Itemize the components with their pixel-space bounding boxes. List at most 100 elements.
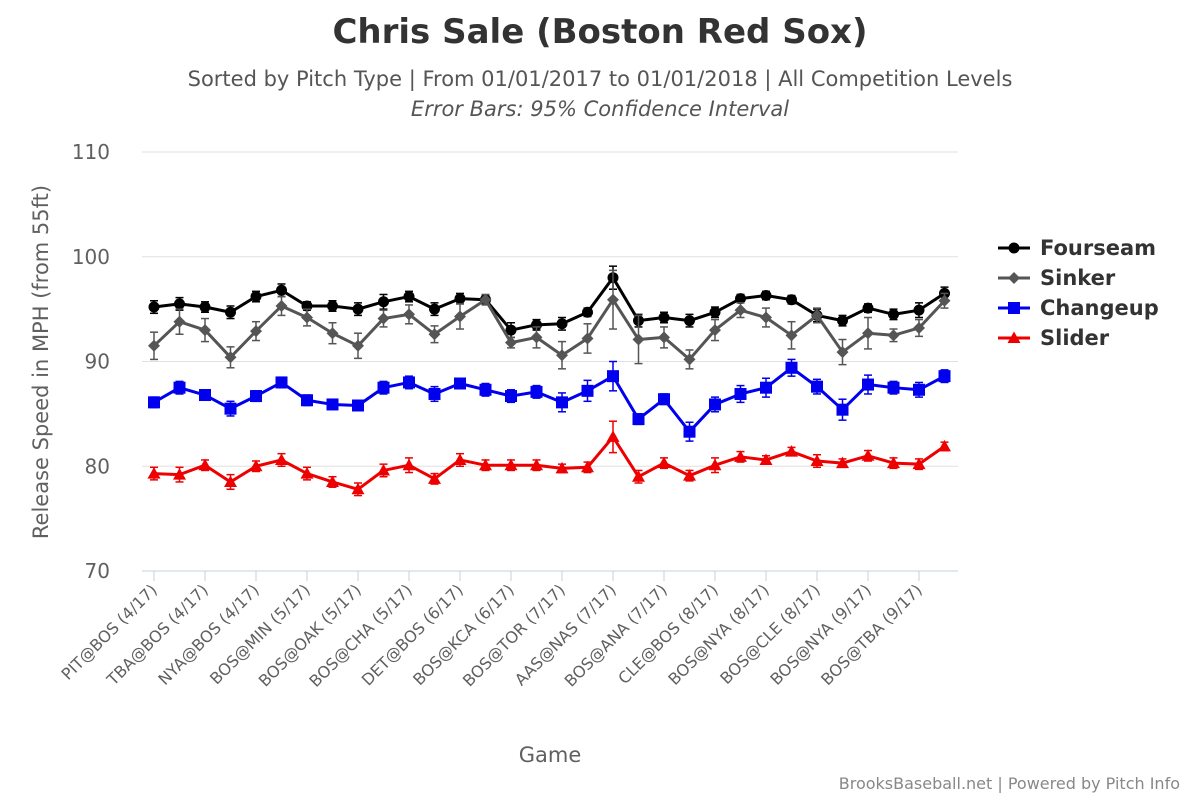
data-point[interactable] bbox=[581, 384, 594, 397]
data-point[interactable] bbox=[378, 296, 389, 308]
data-point[interactable] bbox=[658, 331, 670, 344]
data-point[interactable] bbox=[504, 458, 518, 471]
data-point[interactable] bbox=[912, 457, 926, 470]
data-point[interactable] bbox=[811, 380, 823, 393]
data-point[interactable] bbox=[173, 468, 186, 480]
data-point[interactable] bbox=[198, 458, 212, 471]
data-point[interactable] bbox=[734, 304, 747, 317]
data-point[interactable] bbox=[148, 339, 160, 352]
data-point[interactable] bbox=[173, 381, 186, 394]
data-point[interactable] bbox=[199, 324, 211, 337]
series-line[interactable] bbox=[153, 435, 946, 491]
data-point[interactable] bbox=[300, 467, 314, 479]
legend-item-slider[interactable]: Slider bbox=[998, 326, 1110, 350]
data-point[interactable] bbox=[428, 387, 441, 400]
data-point[interactable] bbox=[403, 308, 415, 321]
data-point[interactable] bbox=[505, 336, 517, 349]
data-point[interactable] bbox=[249, 459, 263, 472]
data-point[interactable] bbox=[275, 299, 288, 312]
data-point[interactable] bbox=[632, 413, 645, 426]
data-point[interactable] bbox=[786, 294, 797, 306]
data-point[interactable] bbox=[428, 328, 441, 341]
data-point[interactable] bbox=[148, 301, 160, 313]
data-point[interactable] bbox=[505, 324, 517, 336]
data-point[interactable] bbox=[148, 396, 160, 409]
data-point[interactable] bbox=[174, 298, 185, 310]
data-point[interactable] bbox=[734, 450, 747, 462]
legend-marker[interactable] bbox=[1008, 242, 1020, 254]
data-point[interactable] bbox=[913, 383, 925, 396]
data-point[interactable] bbox=[199, 301, 211, 313]
data-point[interactable] bbox=[708, 458, 722, 471]
data-point[interactable] bbox=[607, 370, 619, 383]
data-point[interactable] bbox=[683, 353, 696, 366]
data-point[interactable] bbox=[555, 461, 569, 474]
legend-item-changeup[interactable]: Changeup bbox=[998, 296, 1159, 320]
data-point[interactable] bbox=[888, 308, 899, 320]
data-point[interactable] bbox=[810, 454, 824, 467]
data-point[interactable] bbox=[556, 318, 568, 330]
data-point[interactable] bbox=[581, 332, 594, 345]
legend-item-fourseam[interactable]: Fourseam bbox=[998, 236, 1156, 260]
data-point[interactable] bbox=[454, 310, 466, 323]
data-point[interactable] bbox=[734, 387, 747, 400]
data-point[interactable] bbox=[352, 339, 364, 352]
data-point[interactable] bbox=[683, 425, 696, 438]
data-point[interactable] bbox=[684, 315, 695, 327]
data-point[interactable] bbox=[760, 311, 772, 324]
data-point[interactable] bbox=[403, 291, 415, 303]
data-point[interactable] bbox=[147, 467, 161, 479]
credits[interactable]: BrooksBaseball.net | Powered by Pitch In… bbox=[838, 774, 1180, 793]
data-point[interactable] bbox=[352, 303, 364, 315]
data-point[interactable] bbox=[861, 449, 875, 461]
data-point[interactable] bbox=[938, 370, 951, 383]
data-point[interactable] bbox=[607, 293, 619, 306]
data-point[interactable] bbox=[658, 393, 670, 406]
data-point[interactable] bbox=[301, 394, 313, 407]
data-point[interactable] bbox=[224, 402, 237, 415]
data-point[interactable] bbox=[326, 327, 339, 340]
data-point[interactable] bbox=[862, 378, 874, 391]
data-point[interactable] bbox=[326, 475, 339, 487]
data-point[interactable] bbox=[709, 398, 721, 411]
data-point[interactable] bbox=[351, 482, 365, 495]
data-point[interactable] bbox=[479, 458, 492, 471]
data-point[interactable] bbox=[403, 376, 415, 389]
data-point[interactable] bbox=[938, 294, 951, 307]
series-line[interactable] bbox=[152, 298, 946, 361]
data-point[interactable] bbox=[683, 469, 696, 481]
data-point[interactable] bbox=[250, 291, 262, 303]
data-point[interactable] bbox=[275, 376, 288, 389]
data-point[interactable] bbox=[836, 456, 849, 469]
data-point[interactable] bbox=[632, 333, 645, 346]
series-line[interactable] bbox=[153, 276, 946, 332]
data-point[interactable] bbox=[402, 458, 416, 471]
data-point[interactable] bbox=[658, 312, 670, 324]
series-line[interactable] bbox=[153, 366, 946, 434]
data-point[interactable] bbox=[352, 399, 364, 412]
data-point[interactable] bbox=[327, 300, 338, 312]
data-point[interactable] bbox=[530, 331, 543, 344]
data-point[interactable] bbox=[760, 381, 772, 394]
data-point[interactable] bbox=[785, 361, 798, 374]
legend-marker[interactable] bbox=[1007, 331, 1021, 344]
data-point[interactable] bbox=[454, 293, 466, 305]
data-point[interactable] bbox=[913, 321, 925, 334]
data-point[interactable] bbox=[275, 453, 288, 465]
data-point[interactable] bbox=[556, 396, 568, 409]
data-point[interactable] bbox=[250, 390, 262, 403]
data-point[interactable] bbox=[785, 329, 798, 342]
data-point[interactable] bbox=[913, 304, 925, 316]
data-point[interactable] bbox=[836, 403, 849, 416]
data-point[interactable] bbox=[556, 349, 568, 362]
data-point[interactable] bbox=[887, 456, 900, 469]
data-point[interactable] bbox=[429, 303, 440, 315]
data-point[interactable] bbox=[887, 381, 900, 394]
data-point[interactable] bbox=[276, 284, 287, 296]
data-point[interactable] bbox=[709, 324, 721, 337]
data-point[interactable] bbox=[759, 453, 773, 465]
data-point[interactable] bbox=[657, 456, 671, 469]
data-point[interactable] bbox=[735, 293, 746, 305]
data-point[interactable] bbox=[301, 311, 313, 324]
data-point[interactable] bbox=[250, 325, 262, 338]
